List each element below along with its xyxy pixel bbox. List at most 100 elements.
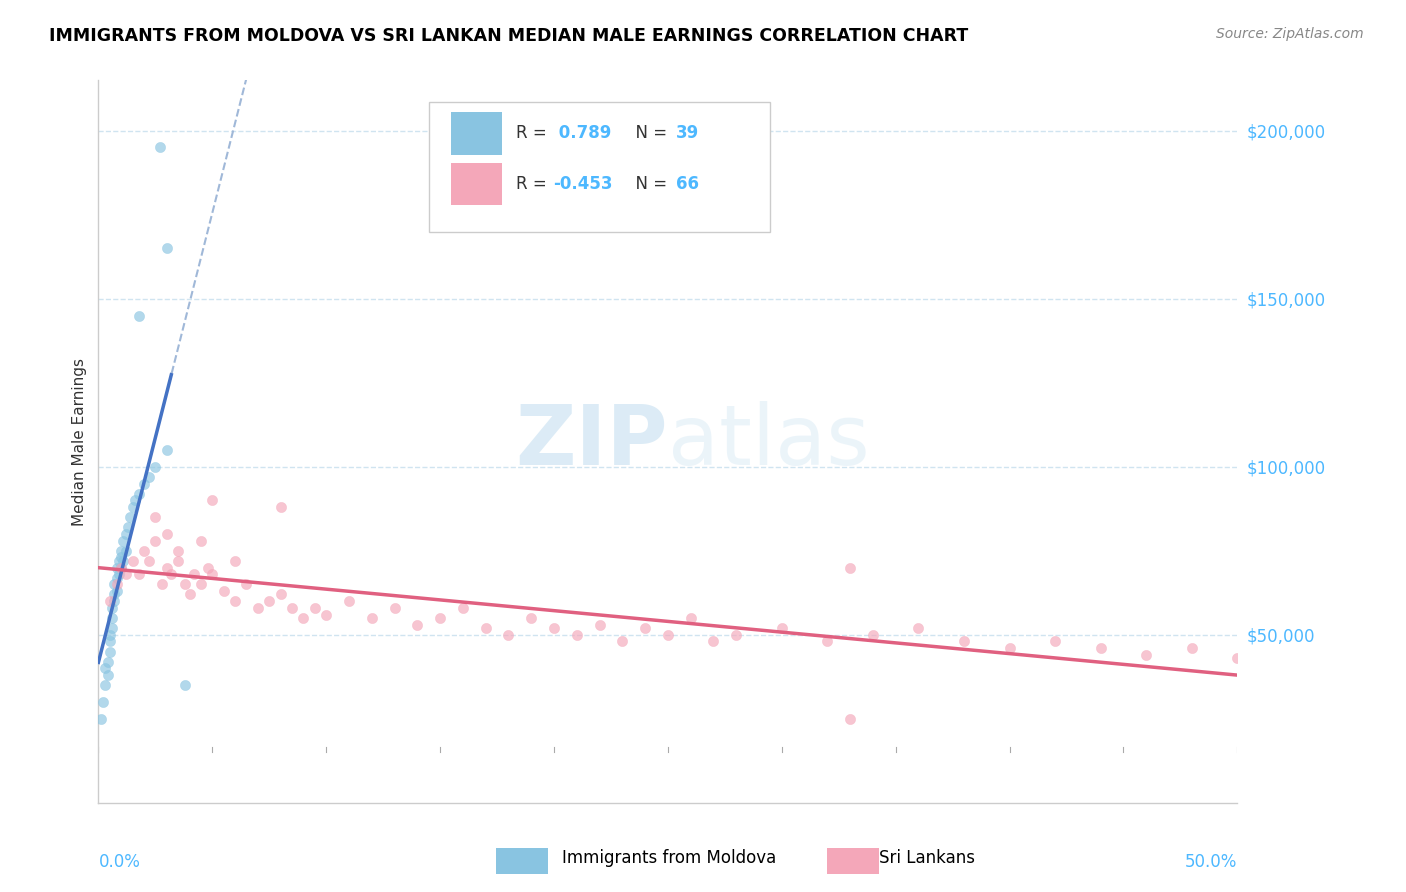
Point [96,655,118,669]
Text: atlas: atlas [668,401,869,482]
Point [588,617,610,632]
Point [657,628,679,642]
Text: N =: N = [624,124,672,142]
Point [103,587,125,601]
Point [212,584,235,599]
Point [101,621,124,635]
Point [105,571,128,585]
Point [128,309,150,323]
Point [90,712,112,726]
Point [197,560,219,574]
Point [145,459,167,474]
Point [156,560,179,574]
FancyBboxPatch shape [451,163,502,205]
Point [1226,651,1249,665]
Point [145,510,167,524]
Point [117,520,139,534]
Point [94,678,117,692]
Point [270,587,292,601]
Point [98,634,121,648]
Point [259,594,281,608]
Text: R =: R = [516,175,553,193]
Point [315,607,337,622]
Text: Sri Lankans: Sri Lankans [879,849,974,867]
Text: -0.453: -0.453 [553,175,613,193]
Point [156,527,179,541]
Point [124,493,146,508]
Point [183,567,205,582]
Point [128,567,150,582]
FancyBboxPatch shape [451,112,502,154]
Point [1043,634,1066,648]
Point [770,621,793,635]
Point [94,661,117,675]
Point [292,611,315,625]
Point [839,712,862,726]
Point [150,577,173,591]
Point [839,560,862,574]
Point [108,567,131,582]
Point [634,621,657,635]
Point [246,600,269,615]
Text: Source: ZipAtlas.com: Source: ZipAtlas.com [1216,27,1364,41]
Point [406,617,429,632]
Point [907,621,929,635]
Text: R =: R = [516,124,553,142]
Point [281,600,304,615]
Point [132,543,155,558]
Point [429,611,451,625]
Point [702,634,724,648]
Point [337,594,360,608]
Point [98,594,121,608]
Point [103,594,125,608]
Text: 66: 66 [676,175,699,193]
Point [114,567,136,582]
Text: 0.789: 0.789 [553,124,612,142]
Point [128,486,150,500]
Point [201,493,224,508]
Point [190,577,212,591]
Point [98,628,121,642]
Point [174,577,197,591]
Point [110,560,132,574]
Point [360,611,382,625]
Point [120,510,142,524]
Text: N =: N = [624,175,672,193]
Point [105,584,128,599]
Point [270,500,292,514]
Text: Immigrants from Moldova: Immigrants from Moldova [562,849,776,867]
Point [160,567,183,582]
Point [565,628,588,642]
Point [108,554,131,568]
Text: ZIP: ZIP [516,401,668,482]
Point [498,628,520,642]
Point [112,533,135,548]
Point [121,500,143,514]
Point [235,577,257,591]
Point [167,543,190,558]
Point [190,533,212,548]
Point [224,594,246,608]
Point [1135,648,1157,662]
Point [725,628,748,642]
Point [224,554,246,568]
Point [174,678,197,692]
Point [156,241,179,255]
Point [167,554,190,568]
Point [156,442,179,457]
Point [110,560,132,574]
Point [862,628,884,642]
Point [110,543,132,558]
Point [1090,641,1112,656]
Point [103,577,125,591]
Point [138,554,160,568]
Point [179,587,201,601]
Text: 39: 39 [676,124,699,142]
Point [520,611,543,625]
Point [112,554,135,568]
Point [998,641,1021,656]
Point [110,550,132,565]
Point [1181,641,1204,656]
Point [105,560,128,574]
Point [98,644,121,658]
